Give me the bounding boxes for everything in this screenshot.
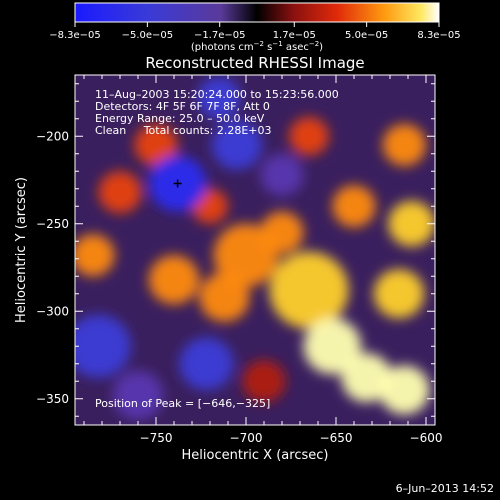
heatmap-blob [332,185,376,228]
heatmap-blob [260,211,304,254]
y-tick-label: −250 [36,217,69,231]
heatmap-blob [75,234,115,277]
heatmap-blob [388,201,435,247]
heatmap-blob [197,76,241,119]
y-tick-label: −300 [36,304,69,318]
annotations: 11–Aug–2003 15:20:24.000 to 15:23:56.000… [95,88,339,410]
plot-frame [74,74,436,426]
heatmap-blob [98,171,142,214]
heatmap-blob [179,337,234,390]
x-tick-label: −700 [230,431,263,445]
colorbar-ticks: −8.3e−05 −5.0e−05 −1.7e−05 1.7e−05 5.0e−05 8.… [49,22,461,41]
heatmap-blob [148,255,200,305]
colorbar-unit-mid: s [264,42,272,53]
colorbar-unit-exp1: −2 [254,40,264,48]
colorbar-tick-label: 5.0e−05 [345,30,388,41]
heatmap-blob [303,318,362,375]
heatmap-blob [211,120,263,170]
x-axis-label: Heliocentric X (arcsec) [182,448,329,463]
x-tick-label: −650 [320,431,353,445]
annotation-time-range: 11–Aug–2003 15:20:24.000 to 15:23:56.000 [95,88,339,101]
heatmap-blob [134,124,178,166]
footer-date: 6–Jun–2013 14:52 [396,482,494,495]
heatmap-blob [269,251,349,329]
colorbar-unit-exp2: −1 [272,40,282,48]
colorbar-unit-exp3: −2 [309,40,319,48]
colorbar-tick-label: −8.3e−05 [49,30,101,41]
heatmap-blob [289,117,329,156]
colorbar-tick-label: −5.0e−05 [122,30,174,41]
heatmap-blob [75,314,131,378]
y-axis: −200 −250 −300 −350 [36,83,435,417]
y-tick-label: −350 [36,392,69,406]
y-axis-label: Heliocentric Y (arcsec) [14,177,29,323]
heatmap-blob [373,269,425,319]
heatmap-blob [341,353,392,403]
peak-position-label: Position of Peak = [−646,−325] [95,397,270,410]
colorbar-unit-prefix: (photons cm [191,42,254,53]
peak-marker [173,179,182,188]
heatmap-blob [379,365,430,415]
heatmap-blob [199,272,250,322]
y-tick-label: −200 [36,129,69,143]
colorbar-gradient [74,2,440,23]
heatmap-blob [260,153,304,196]
colorbar-unit-mid2: asec [283,42,309,53]
heatmap-blob [242,360,286,403]
chart-title: Reconstructed RHESSI Image [145,54,364,72]
colorbar-tick-label: 8.3e−05 [417,30,460,41]
annotation-energy: Energy Range: 25.0 – 50.0 keV [95,112,265,125]
annotation-detectors: Detectors: 4F 5F 6F 7F 8F, Att 0 [95,100,270,113]
colorbar-unit-label: (photons cm−2 s−1 asec−2) [191,40,323,53]
annotation-clean-counts: Clean Total counts: 2.28E+03 [95,124,272,137]
colorbar-tick-label: 1.7e−05 [273,30,316,41]
x-tick-label: −750 [140,431,173,445]
x-tick-label: −600 [410,431,443,445]
heatmap-blob [382,124,426,166]
heatmap-blob [112,370,164,420]
colorbar: −8.3e−05 −5.0e−05 −1.7e−05 1.7e−05 5.0e−05 8.… [49,2,461,53]
x-axis: −750 −700 −650 −600 [83,75,443,445]
colorbar-unit-suffix: ) [319,42,323,53]
colorbar-tick-label: −1.7e−05 [194,30,246,41]
